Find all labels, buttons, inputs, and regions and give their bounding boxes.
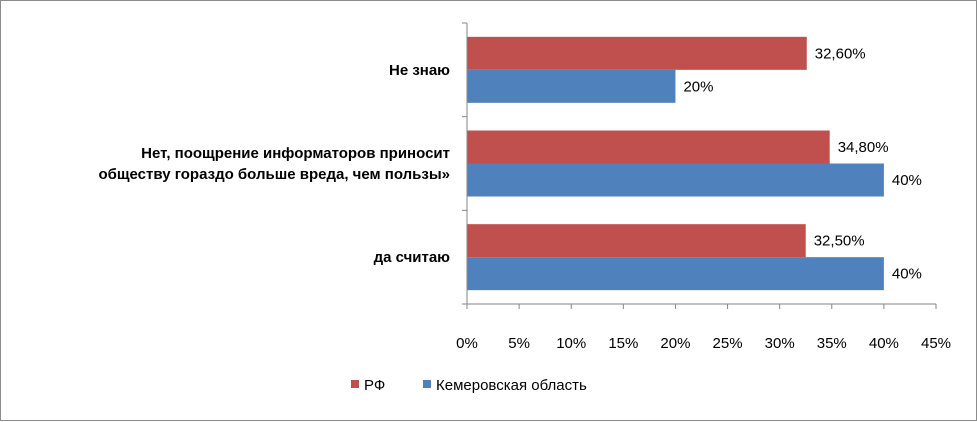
data-label-rf-1: 32,60%: [815, 45, 866, 62]
legend-swatch-rf: [351, 380, 359, 388]
bar-rf-3: [467, 224, 806, 258]
bar-kemerovo-2: [467, 163, 884, 197]
x-tick-label-30: 30%: [765, 335, 795, 352]
x-tick-label-10: 10%: [556, 335, 586, 352]
x-tick-label-45: 45%: [921, 335, 951, 352]
category-label-3: да считаю: [374, 249, 451, 266]
x-tick-label-5: 5%: [508, 335, 530, 352]
data-label-kemerovo-2: 40%: [892, 172, 922, 189]
data-label-kemerovo-3: 40%: [892, 266, 922, 283]
legend-label-kemerovo: Кемеровская область: [436, 377, 587, 394]
category-label-2-line-2: обществу гораздо больше вреда, чем польз…: [98, 166, 450, 183]
x-tick-label-25: 25%: [713, 335, 743, 352]
bar-kemerovo-1: [467, 69, 676, 103]
data-label-kemerovo-1: 20%: [683, 78, 713, 95]
legend-swatch-kemerovo: [423, 380, 431, 388]
category-label-1: Не знаю: [389, 62, 450, 79]
bar-kemerovo-3: [467, 257, 884, 291]
x-tick-label-40: 40%: [869, 335, 899, 352]
bar-rf-2: [467, 130, 830, 164]
x-tick-label-0: 0%: [456, 335, 478, 352]
x-tick-label-35: 35%: [817, 335, 847, 352]
category-label-2-line-1: Нет, поощрение информаторов приносит: [141, 145, 450, 162]
x-tick-label-20: 20%: [660, 335, 690, 352]
bar-rf-1: [467, 36, 807, 70]
data-label-rf-2: 34,80%: [838, 139, 889, 156]
legend-label-rf: РФ: [364, 377, 385, 394]
x-tick-label-15: 15%: [608, 335, 638, 352]
data-label-rf-3: 32,50%: [814, 233, 865, 250]
